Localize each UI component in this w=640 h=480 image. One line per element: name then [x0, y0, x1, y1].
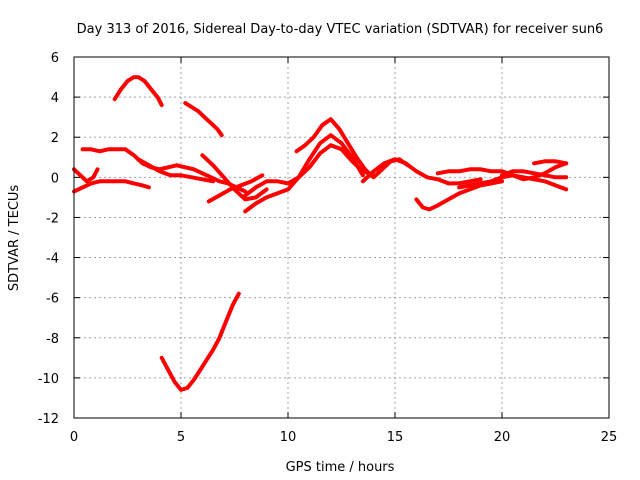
plot-border — [73, 56, 610, 419]
series-line-arc-14 — [414, 179, 504, 212]
x-tick-label: 0 — [70, 430, 78, 445]
y-axis-label: SDTVAR / TECUs — [7, 185, 22, 292]
data-series — [72, 75, 569, 392]
series-line-arc-4 — [80, 147, 248, 194]
y-tick-label: 4 — [51, 91, 59, 106]
series-line-arc-9 — [206, 173, 265, 204]
series-line-arc-6 — [72, 167, 100, 184]
series-line-arc-1 — [112, 75, 164, 108]
y-tick-label: -2 — [46, 211, 59, 226]
x-tick-label: 20 — [494, 430, 511, 445]
y-tick-label: -10 — [38, 372, 59, 387]
series-line-arc-13 — [360, 157, 483, 186]
y-tick-label: -4 — [46, 252, 59, 267]
y-tick-label: -8 — [46, 332, 59, 347]
series-line-arc-10 — [243, 143, 376, 198]
chart-title: Day 313 of 2016, Sidereal Day-to-day VTE… — [77, 22, 604, 37]
axis-ticks: 0 5 10 15 20 25 -12 -10 -8 -6 -4 -2 0 2 4 6 — [38, 51, 618, 445]
y-tick-label: -6 — [46, 292, 59, 307]
y-tick-label: 0 — [51, 171, 59, 186]
series-line-arc-16 — [457, 173, 569, 192]
series-line-arc-7 — [136, 157, 216, 184]
series-line-arc-12 — [243, 133, 365, 214]
series-line-arc-5 — [72, 179, 151, 194]
x-tick-label: 10 — [280, 430, 297, 445]
x-tick-label: 15 — [387, 430, 404, 445]
series-line-arc-2 — [183, 101, 224, 138]
x-axis-label: GPS time / hours — [286, 460, 395, 475]
y-tick-label: 2 — [51, 131, 59, 146]
x-tick-label: 5 — [177, 430, 185, 445]
series-line-arc-11 — [294, 117, 410, 180]
x-tick-label: 25 — [601, 430, 618, 445]
y-tick-label: -12 — [38, 412, 59, 427]
y-tick-label: 6 — [51, 51, 59, 66]
series-line-arc-3 — [159, 291, 241, 392]
grid-lines — [74, 57, 609, 418]
series-line-arc-18 — [532, 159, 569, 166]
series-line-arc-17 — [500, 169, 569, 180]
